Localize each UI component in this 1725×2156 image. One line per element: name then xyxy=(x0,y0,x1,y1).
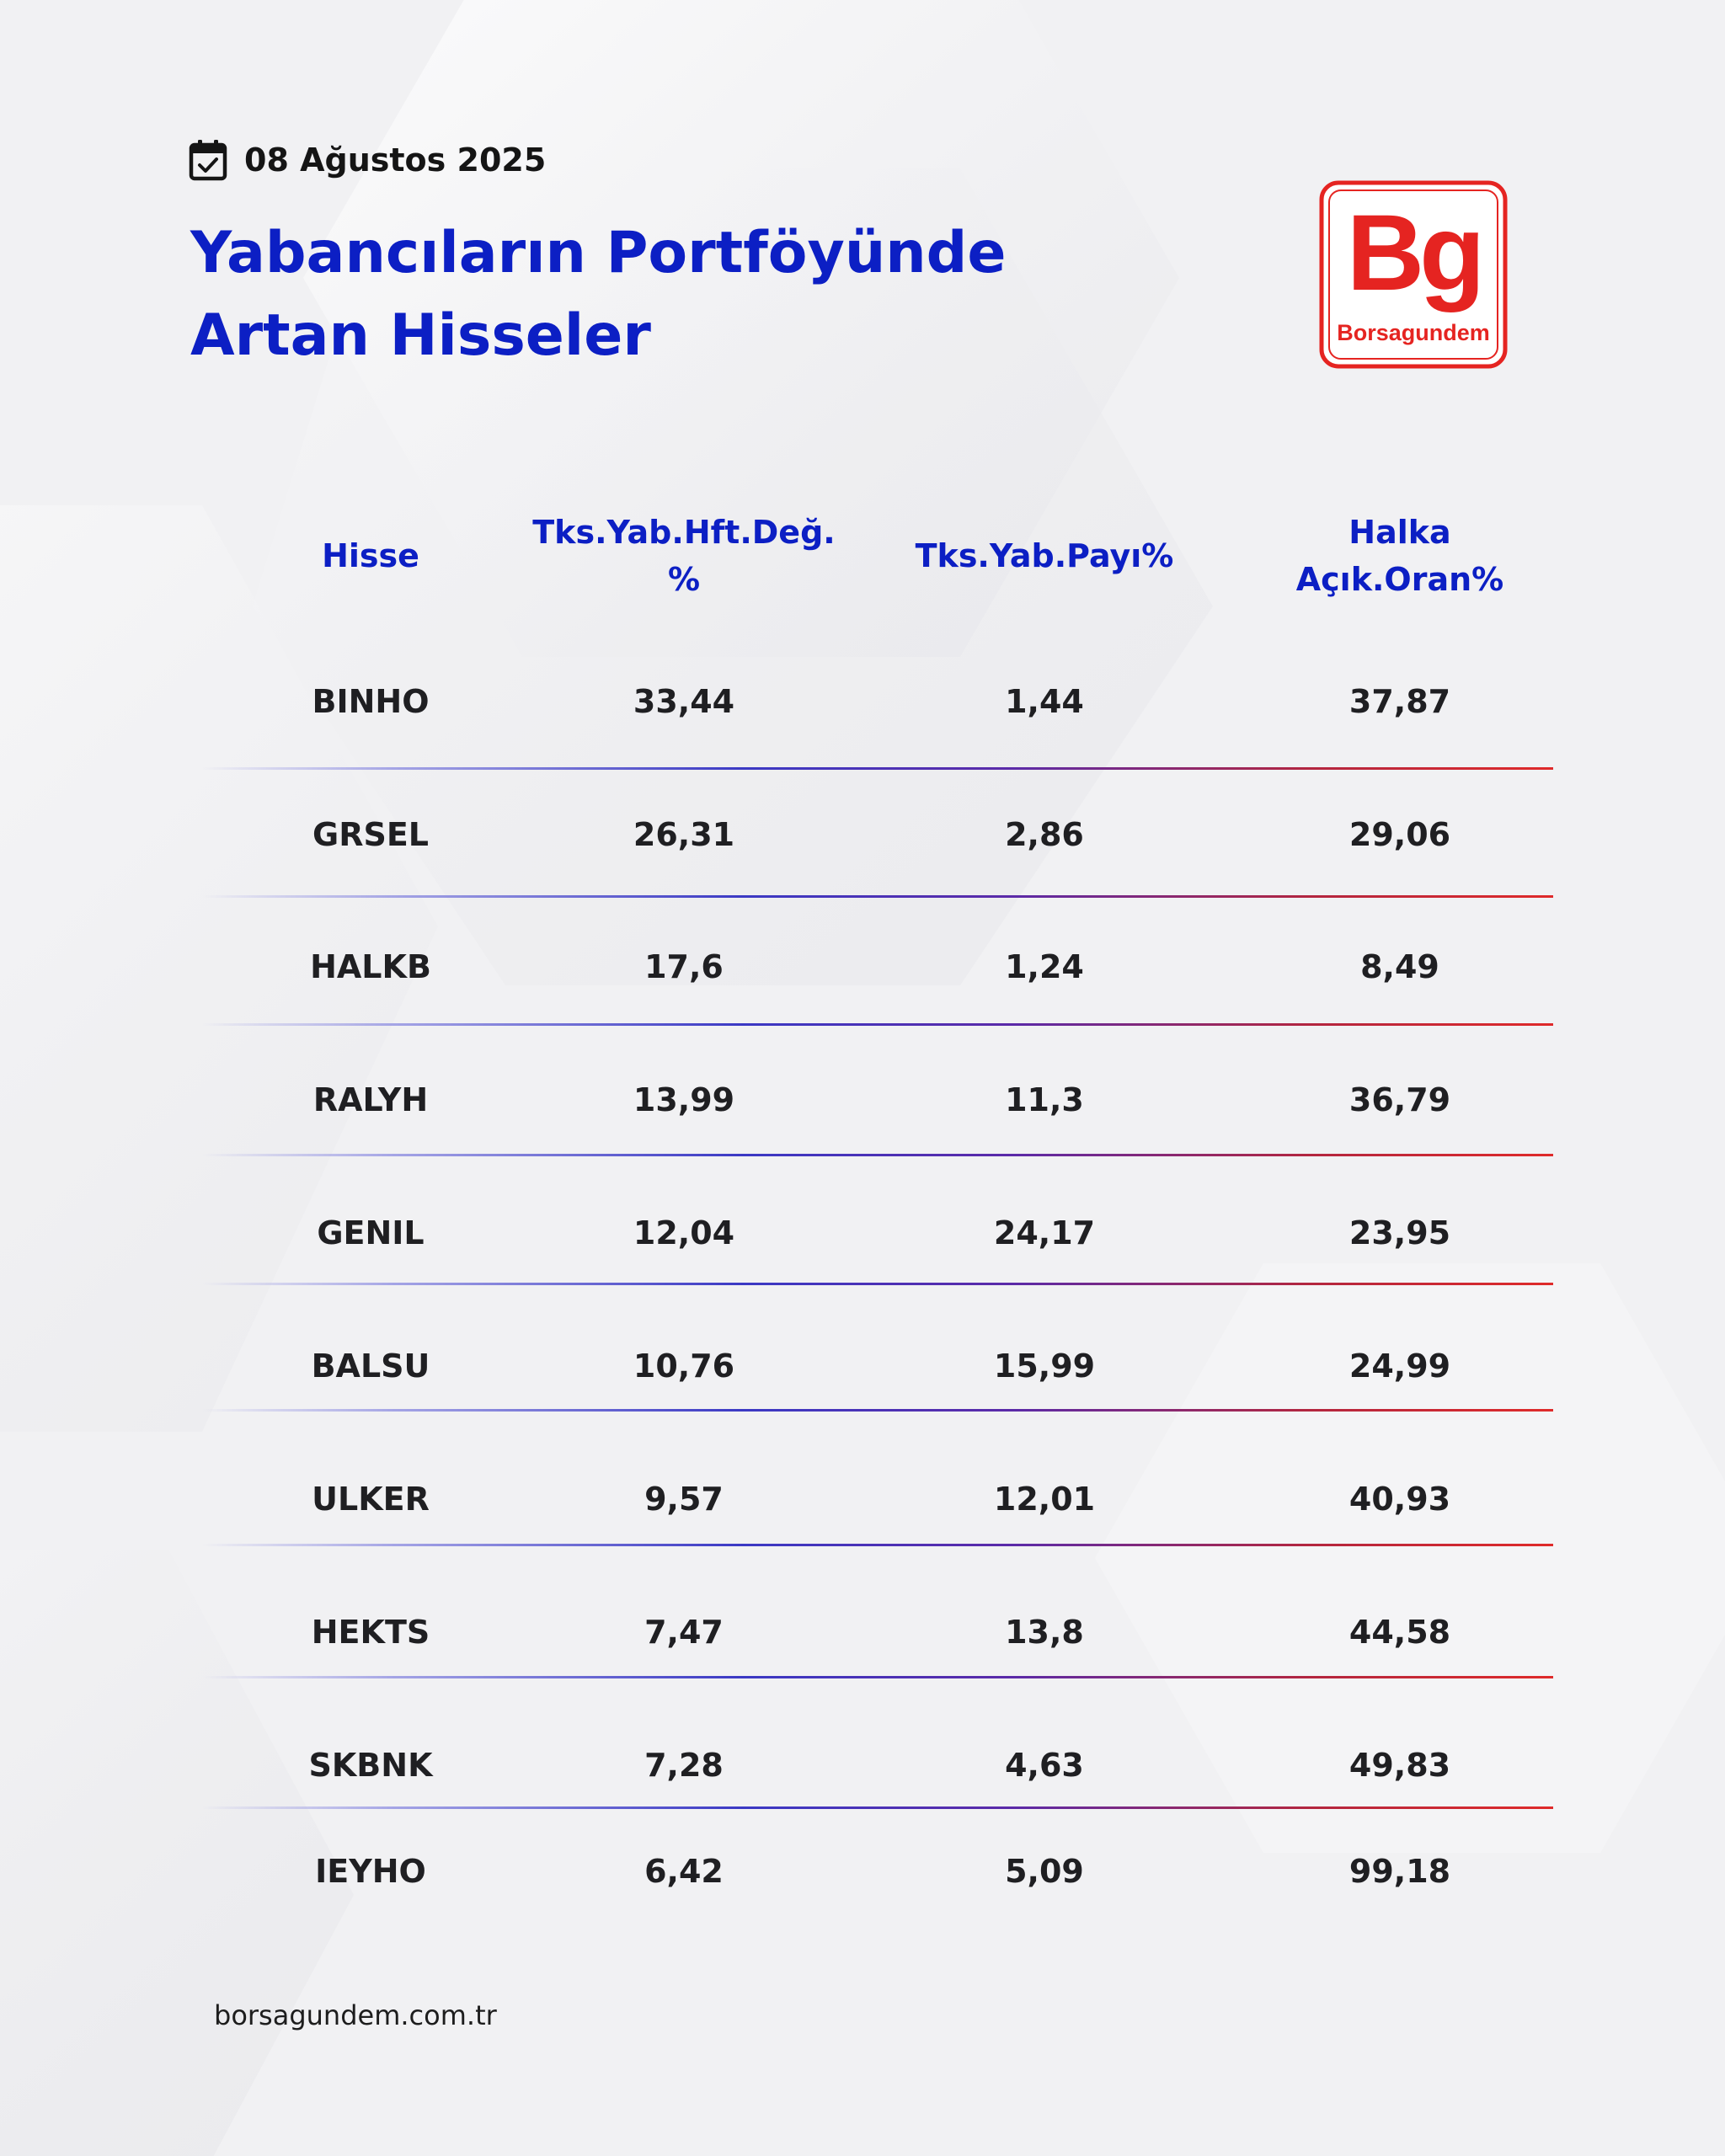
cell-hisse: HALKB xyxy=(310,948,431,985)
row-divider xyxy=(202,1676,1553,1678)
cell-hft: 6,42 xyxy=(644,1853,724,1890)
cell-hisse: RALYH xyxy=(312,1081,429,1118)
cell-hisse: BINHO xyxy=(312,683,430,720)
header-halka-line1: Halka xyxy=(1348,514,1451,551)
date-row: 08 Ağustos 2025 xyxy=(189,136,546,184)
cell-hisse: SKBNK xyxy=(308,1747,433,1784)
cell-halka: 44,58 xyxy=(1348,1614,1451,1651)
svg-text:Bg: Bg xyxy=(1347,193,1481,313)
cell-hft: 33,44 xyxy=(633,683,735,720)
cell-payi: 1,44 xyxy=(1005,683,1084,720)
cell-payi: 1,24 xyxy=(1005,948,1084,985)
cell-halka: 29,06 xyxy=(1348,816,1451,853)
header-halka: Halka Açık.Oran% xyxy=(1240,509,1560,603)
date-label: 08 Ağustos 2025 xyxy=(244,141,547,179)
cell-hft: 10,76 xyxy=(633,1348,735,1385)
cell-hisse: IEYHO xyxy=(315,1853,426,1890)
cell-payi: 2,86 xyxy=(1005,816,1084,853)
row-divider xyxy=(202,1409,1553,1412)
cell-hisse: HEKTS xyxy=(311,1614,430,1651)
cell-hft: 7,47 xyxy=(644,1614,724,1651)
cell-halka: 37,87 xyxy=(1348,683,1451,720)
borsagundem-logo: Bg Borsagundem xyxy=(1319,180,1508,369)
title-line-2: Artan Hisseler xyxy=(190,302,651,369)
page-title: Yabancıların Portföyünde Artan Hisseler xyxy=(190,212,1006,377)
cell-halka: 24,99 xyxy=(1348,1348,1451,1385)
svg-text:Borsagundem: Borsagundem xyxy=(1337,320,1490,345)
cell-payi: 12,01 xyxy=(993,1481,1096,1518)
cell-hft: 7,28 xyxy=(644,1747,724,1784)
header-hisse: Hisse xyxy=(322,537,419,574)
cell-payi: 15,99 xyxy=(993,1348,1096,1385)
cell-halka: 36,79 xyxy=(1348,1081,1451,1118)
header-payi: Tks.Yab.Payı% xyxy=(915,537,1174,574)
row-divider xyxy=(202,1544,1553,1546)
cell-hft: 13,99 xyxy=(633,1081,735,1118)
cell-halka: 99,18 xyxy=(1348,1853,1451,1890)
title-line-1: Yabancıların Portföyünde xyxy=(190,220,1007,286)
calendar-check-icon xyxy=(189,140,227,181)
header-hft-line2: % xyxy=(667,561,701,598)
row-divider xyxy=(202,1154,1553,1156)
cell-payi: 4,63 xyxy=(1005,1747,1084,1784)
row-divider xyxy=(202,895,1553,898)
cell-halka: 40,93 xyxy=(1348,1481,1451,1518)
header-halka-line2: Açık.Oran% xyxy=(1295,561,1504,598)
cell-hft: 26,31 xyxy=(633,816,735,853)
cell-hisse: ULKER xyxy=(312,1481,430,1518)
cell-hft: 9,57 xyxy=(644,1481,724,1518)
row-divider xyxy=(202,1806,1553,1809)
footer-url: borsagundem.com.tr xyxy=(214,1999,497,2031)
cell-hft: 12,04 xyxy=(633,1214,735,1251)
row-divider xyxy=(202,1023,1553,1026)
header-hft-line1: Tks.Yab.Hft.Değ. xyxy=(532,514,836,551)
row-divider xyxy=(202,1283,1553,1285)
cell-halka: 49,83 xyxy=(1348,1747,1451,1784)
row-divider xyxy=(202,767,1553,770)
cell-payi: 11,3 xyxy=(1005,1081,1084,1118)
cell-halka: 8,49 xyxy=(1360,948,1439,985)
cell-hisse: GENIL xyxy=(317,1214,425,1251)
header-hft-deg: Tks.Yab.Hft.Değ. % xyxy=(524,509,844,603)
cell-payi: 5,09 xyxy=(1005,1853,1084,1890)
cell-hft: 17,6 xyxy=(644,948,724,985)
cell-halka: 23,95 xyxy=(1348,1214,1451,1251)
cell-hisse: GRSEL xyxy=(312,816,429,853)
cell-hisse: BALSU xyxy=(311,1348,430,1385)
cell-payi: 24,17 xyxy=(993,1214,1096,1251)
cell-payi: 13,8 xyxy=(1005,1614,1084,1651)
